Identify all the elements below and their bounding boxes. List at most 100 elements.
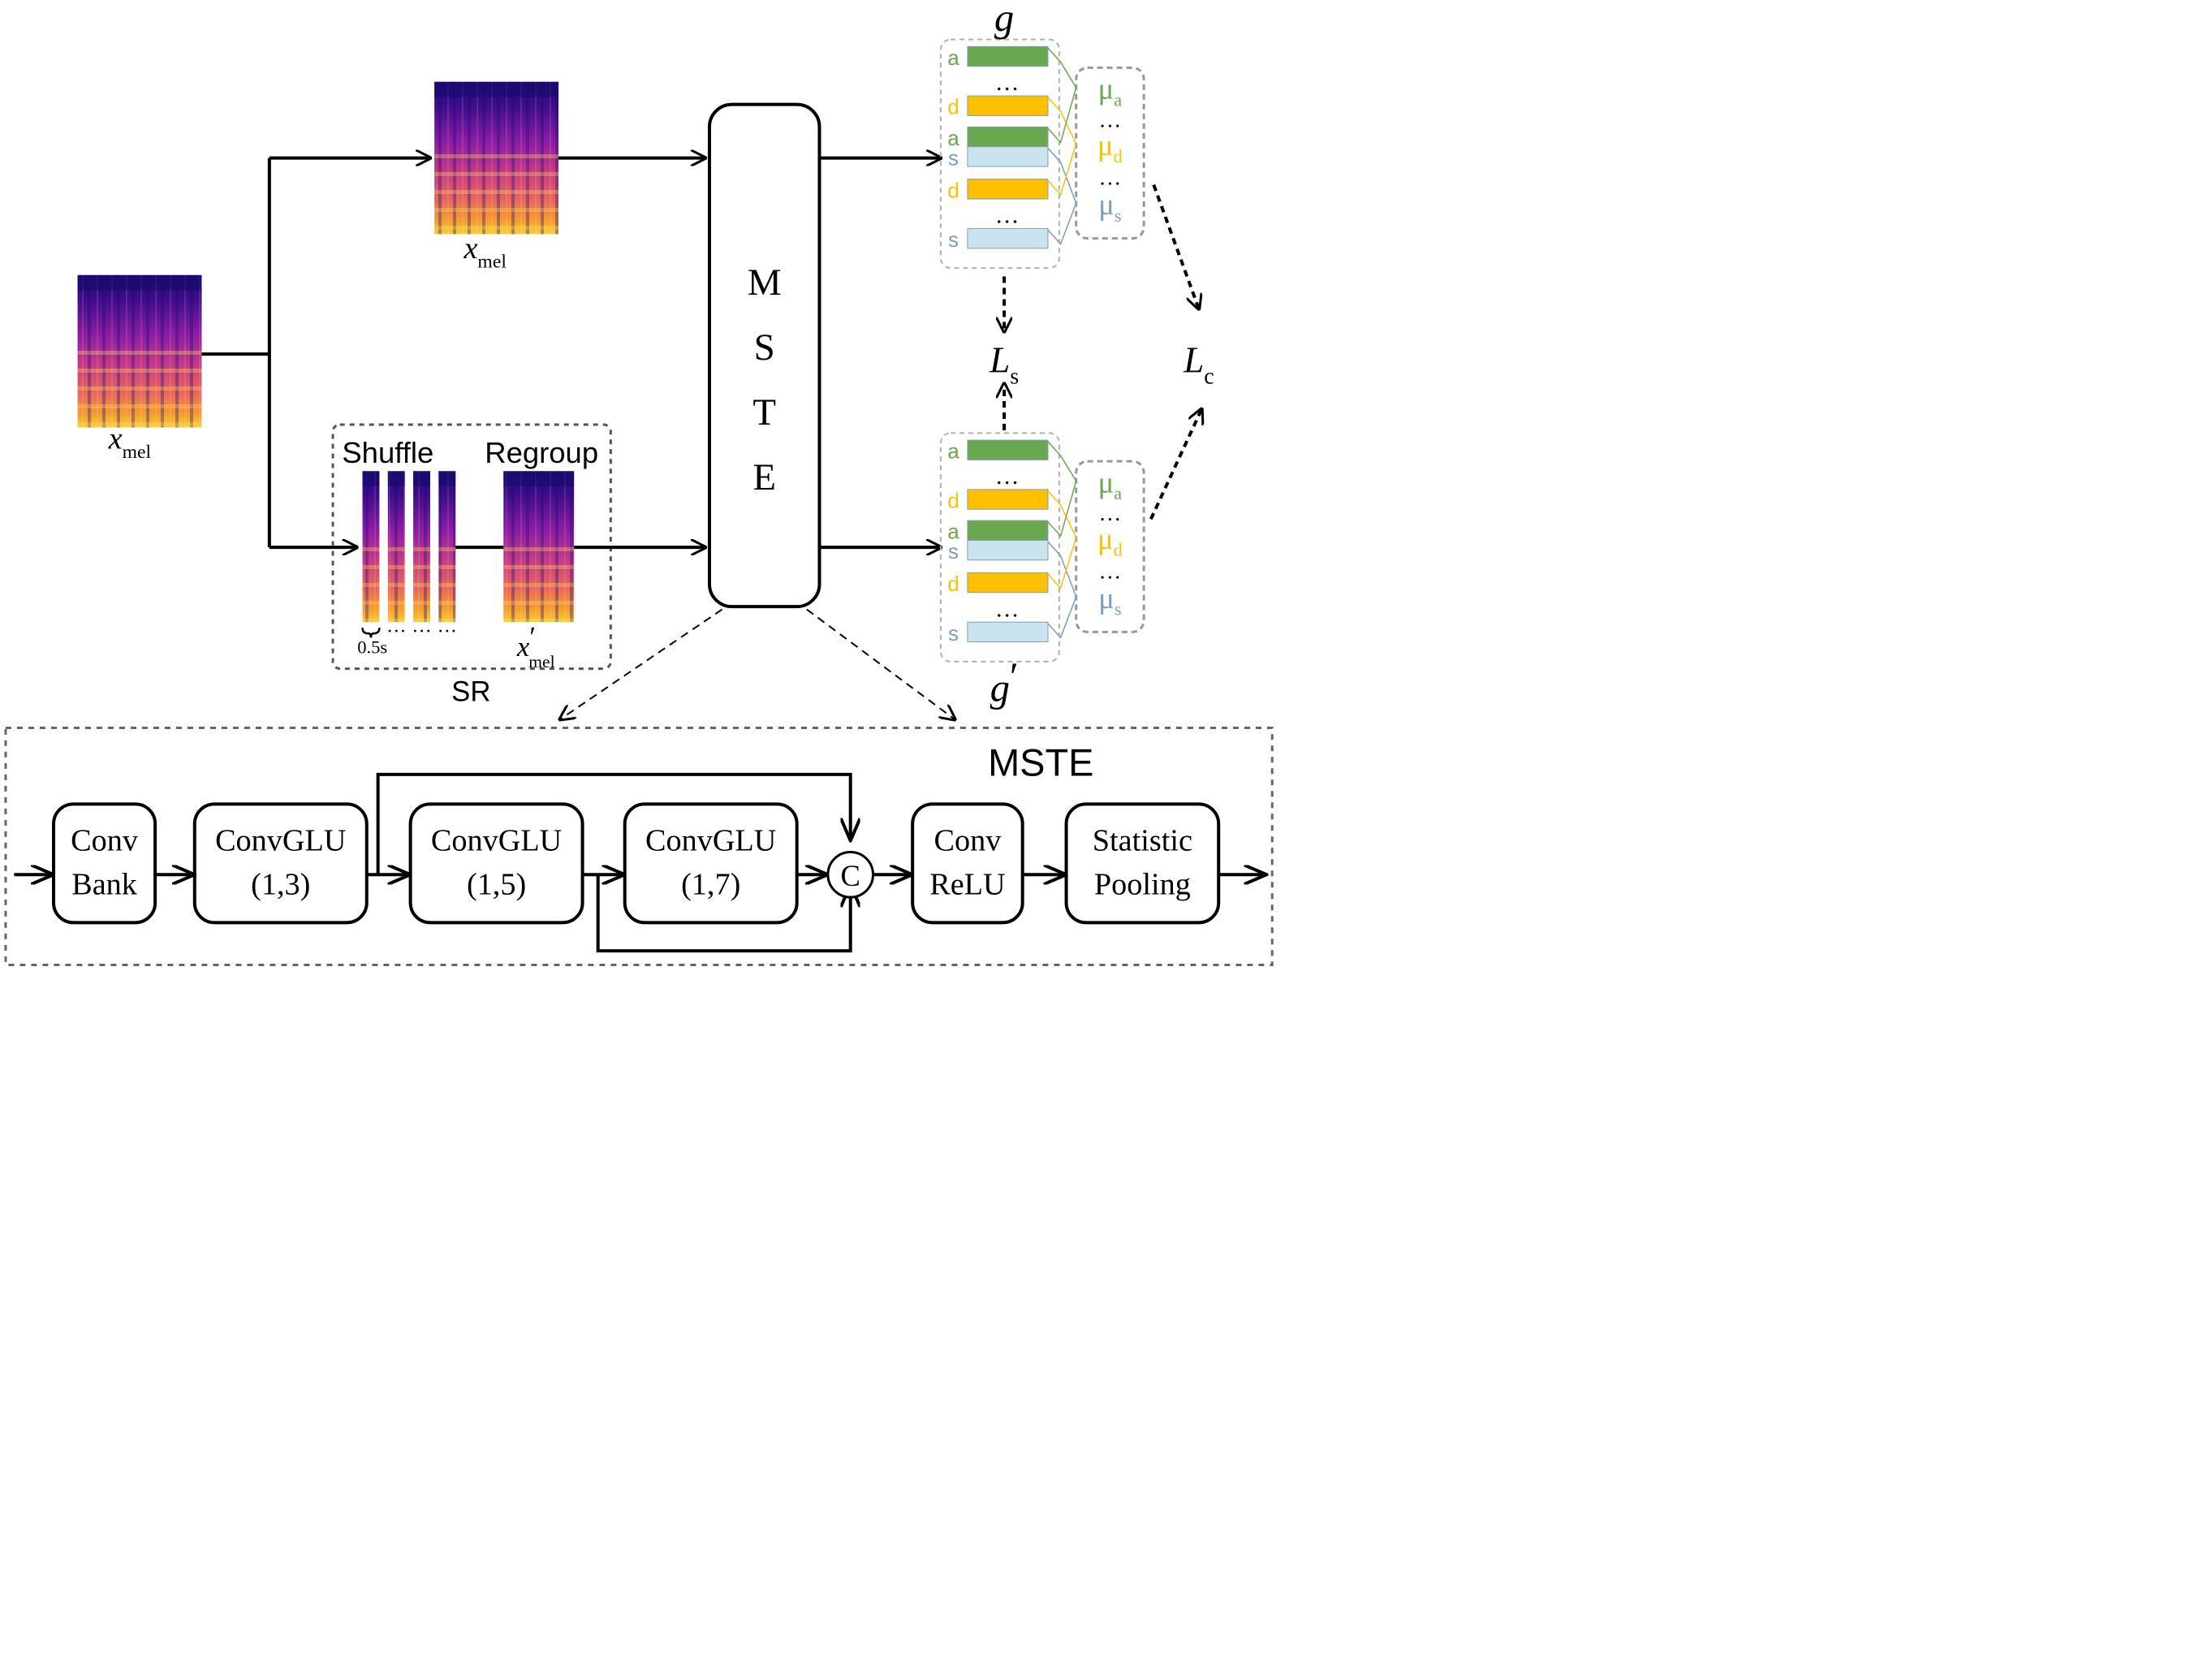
- g-embedding-bar-d-3: [967, 95, 1049, 116]
- g-mean-1: μa: [1098, 72, 1123, 110]
- spectrogram-top: [77, 274, 202, 291]
- g-bar-to-mean-line-2: [1047, 97, 1077, 145]
- gprime-embedding-bar-a-1: [967, 439, 1049, 460]
- shuffled-segment-2: [387, 471, 405, 623]
- detail-pointer-left: [560, 608, 723, 720]
- g-label: g: [994, 0, 1014, 40]
- g-mean-5: μs: [1098, 188, 1121, 226]
- gprime-row-dots-2: …: [995, 464, 1020, 490]
- mste-letter-2: S: [754, 326, 775, 369]
- detail-block-text-convglu-1-5-1: ConvGLU: [431, 824, 562, 858]
- detail-block-text-statistic-pooling-2: Pooling: [1094, 868, 1191, 902]
- sr-label: SR: [451, 677, 490, 708]
- detail-block-text-convglu-1-3-1: ConvGLU: [215, 824, 346, 858]
- gprime-row-dots-7: …: [995, 596, 1020, 622]
- detail-block-convglu-1-5: ConvGLU (1,5): [408, 802, 584, 925]
- gprime-row-label-4: a: [947, 520, 959, 544]
- mste-letter-1: M: [748, 261, 782, 304]
- gprime-mean-1: μa: [1098, 465, 1123, 503]
- g-row-label-3: d: [947, 95, 959, 119]
- g-mean-2: …: [1099, 107, 1122, 132]
- regrouped-label: x′ mel: [516, 621, 555, 671]
- g-embedding-bar-a-1: [967, 45, 1049, 67]
- detail-block-text-conv-bank-2: Bank: [71, 868, 138, 902]
- mste-detail: MSTEConvBankConvGLU(1,3)ConvGLU(1,5)Conv…: [4, 608, 1274, 966]
- detail-pointer-right: [806, 608, 955, 720]
- g-bar-to-mean-line-3: [1047, 87, 1077, 145]
- gprime-mean-3: μd: [1097, 522, 1123, 560]
- g-embedding-bar-s-5: [967, 146, 1049, 167]
- g-embedding-bar-a-4: [967, 126, 1049, 148]
- gprime-embedding-bar-d-3: [967, 489, 1049, 510]
- gprime-mean-2: …: [1099, 501, 1122, 526]
- top-spectrogram: [434, 81, 559, 235]
- g-mean-4: …: [1099, 166, 1122, 191]
- gprime-bar-to-mean-line-5: [1047, 537, 1077, 590]
- concat-node: C: [826, 850, 875, 899]
- losses: Ls Lc: [989, 183, 1214, 520]
- detail-block-text-convglu-1-3-2: (1,3): [251, 868, 310, 902]
- input-label: xmel: [108, 422, 152, 463]
- top-branch: xmel: [434, 81, 559, 272]
- g-row-label-6: d: [947, 178, 959, 202]
- g-embedding-box: [939, 38, 1060, 270]
- detail-title: MSTE: [988, 742, 1093, 784]
- detail-block-box-convglu-1-5: [408, 802, 584, 925]
- g-means-box: [1075, 66, 1145, 240]
- mste-letter-4: E: [752, 456, 776, 499]
- gprime-embedding-box: [939, 432, 1060, 663]
- spectrogram-top: [387, 471, 405, 486]
- g-embedding-bar-s-8: [967, 227, 1049, 249]
- gprime-bar-to-mean-line-6: [1047, 596, 1077, 639]
- g-row-dots-7: …: [995, 203, 1020, 229]
- spectrogram-top: [503, 471, 575, 486]
- gprime-bar-to-mean-line-1: [1047, 441, 1077, 481]
- shuffle-label: Shuffle: [342, 436, 433, 469]
- gprime-row-label-6: d: [947, 572, 959, 596]
- detail-block-box-conv-bank: [52, 802, 157, 925]
- g-bar-to-mean-line-4: [1047, 147, 1077, 204]
- detail-block-text-conv-bank-1: Conv: [71, 824, 139, 858]
- g-row-label-1: a: [947, 45, 959, 70]
- detail-block-box-statistic-pooling: [1064, 802, 1221, 925]
- g-bar-to-mean-line-5: [1047, 144, 1077, 196]
- segment-label: 0.5s: [357, 637, 387, 657]
- mste-box: [707, 102, 821, 609]
- gprime-mean-4: …: [1099, 559, 1122, 584]
- gprime-embedding-bar-a-4: [967, 520, 1049, 541]
- spectrogram-top: [434, 81, 559, 97]
- concat-symbol: C: [841, 859, 860, 892]
- detail-block-text-conv-relu-1: Conv: [934, 824, 1003, 858]
- shuffled-segment-4: [438, 471, 456, 623]
- detail-block-box-convglu-1-3: [192, 802, 369, 925]
- shuffled-segment-1: [362, 471, 380, 623]
- skip-convglu13-to-concat: [376, 772, 851, 875]
- gprime-means-box: [1075, 460, 1145, 633]
- gprime-bar-to-mean-line-2: [1047, 490, 1077, 538]
- gprime-embedding-bar-s-5: [967, 539, 1049, 561]
- gprime-embedding-bar-s-8: [967, 621, 1049, 643]
- segment-dots-3: …: [438, 615, 457, 637]
- gprime-label: g′: [990, 655, 1019, 710]
- spectrogram-harmonics: [413, 538, 430, 623]
- g-mean-3: μd: [1097, 128, 1123, 166]
- spectrogram-top: [362, 471, 380, 486]
- g-row-label-8: s: [948, 227, 959, 252]
- mste-letter-3: T: [752, 391, 776, 434]
- shuffled-segment-3: [413, 471, 430, 623]
- g-row-label-5: s: [948, 145, 959, 170]
- spectrogram-harmonics: [77, 343, 202, 428]
- gprime-row-label-5: s: [948, 539, 959, 563]
- detail-box: [4, 727, 1274, 966]
- g-row-label-4: a: [947, 126, 959, 150]
- lc-label: Lc: [1183, 340, 1214, 390]
- spectrogram-harmonics: [438, 538, 456, 623]
- segment-dots-2: …: [412, 615, 431, 637]
- ls-label: Ls: [989, 340, 1019, 390]
- detail-block-box-convglu-1-7: [623, 802, 799, 925]
- means-top-to-lc-arrow: [1152, 183, 1199, 309]
